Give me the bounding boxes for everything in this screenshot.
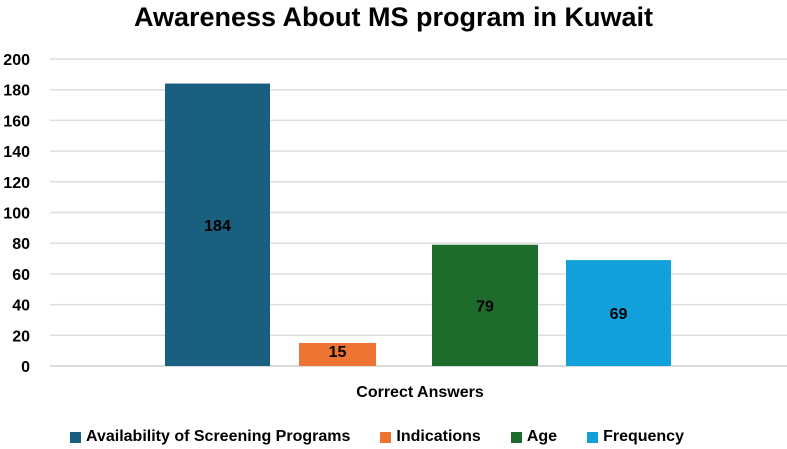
legend-item: Age (510, 428, 558, 446)
y-tick-label: 120 (3, 175, 30, 192)
chart-title: Awareness About MS program in Kuwait (133, 2, 654, 32)
y-tick-label: 0 (21, 359, 30, 376)
data-label: 15 (329, 344, 347, 361)
y-tick-label: 40 (12, 298, 30, 315)
bar (432, 244, 538, 366)
data-label: 79 (476, 298, 494, 315)
y-tick-label: 140 (3, 144, 30, 161)
legend-item: Availability of Screening Programs (70, 428, 350, 446)
y-tick-label: 20 (12, 328, 30, 345)
legend-swatch (510, 431, 522, 443)
bar (566, 260, 671, 366)
legend-item: Frequency (587, 428, 684, 446)
legend-swatch (70, 431, 81, 443)
x-axis-label: Correct Answers (356, 384, 484, 401)
bar (299, 342, 376, 366)
data-label: 69 (610, 306, 628, 323)
y-tick-label: 160 (3, 113, 30, 130)
legend-label: Frequency (603, 428, 684, 445)
y-tick-label: 200 (3, 52, 30, 69)
y-tick-label: 100 (3, 206, 30, 223)
legend: Availability of Screening Programs Indic… (70, 428, 684, 446)
legend-swatch (380, 431, 392, 443)
legend-label: Availability of Screening Programs (86, 428, 351, 445)
legend-swatch (587, 431, 599, 443)
legend-label: Age (526, 428, 558, 445)
bar (165, 83, 270, 366)
data-label: 184 (204, 218, 231, 235)
y-tick-label: 180 (3, 83, 30, 100)
y-tick-label: 60 (12, 267, 30, 284)
legend-item: Indications (380, 428, 481, 446)
legend-label: Indications (396, 428, 481, 445)
y-tick-label: 80 (12, 236, 30, 253)
